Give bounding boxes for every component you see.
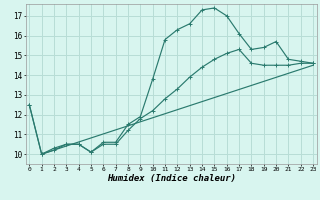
X-axis label: Humidex (Indice chaleur): Humidex (Indice chaleur) — [107, 174, 236, 183]
